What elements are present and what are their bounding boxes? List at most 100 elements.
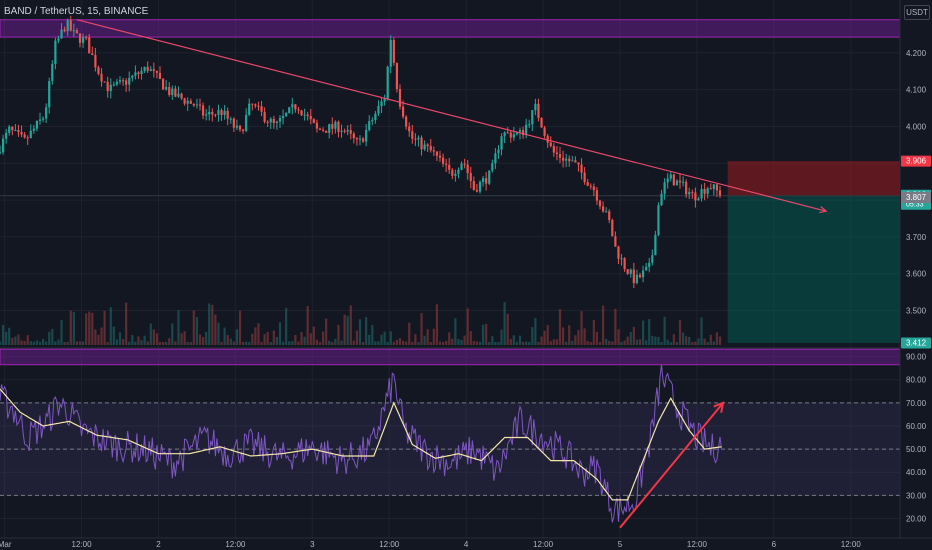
rsi-tick-label: 20.00 xyxy=(906,514,927,523)
candle-body xyxy=(561,157,565,161)
candle-body xyxy=(1,138,5,153)
volume-bar xyxy=(51,328,54,345)
volume-bar xyxy=(420,312,423,345)
volume-bar xyxy=(445,340,448,345)
volume-bar xyxy=(143,335,146,345)
volume-bar xyxy=(158,341,162,345)
time-tick-label: 2 xyxy=(156,540,161,549)
candle-body xyxy=(448,164,451,170)
candle-body xyxy=(515,132,519,135)
candle-body xyxy=(663,182,666,194)
candle-body xyxy=(531,110,534,125)
volume-bar xyxy=(174,341,177,345)
candle-body xyxy=(143,66,146,71)
candle-body xyxy=(451,169,454,176)
candle-body xyxy=(125,80,128,85)
candle-body xyxy=(506,132,509,134)
volume-bar xyxy=(35,340,39,345)
candle-body xyxy=(488,170,491,184)
candle-body xyxy=(45,107,48,119)
price-label-text: 3.807 xyxy=(906,193,927,202)
volume-bar xyxy=(285,307,288,345)
volume-bar xyxy=(69,310,72,345)
volume-bar xyxy=(472,341,475,345)
volume-bar xyxy=(374,341,377,345)
candle-body xyxy=(715,184,719,191)
candle-body xyxy=(703,188,706,194)
candle-body xyxy=(386,66,389,100)
volume-bar xyxy=(718,336,722,345)
volume-bar xyxy=(0,341,2,345)
volume-bar xyxy=(614,308,617,345)
candle-body xyxy=(300,110,303,116)
volume-bar xyxy=(168,338,171,345)
rsi-line xyxy=(0,364,722,523)
volume-bar xyxy=(238,310,242,345)
volume-bar xyxy=(469,331,472,345)
candle-body xyxy=(186,100,189,104)
symbol-title[interactable]: BAND / TetherUS, 15, BINANCE xyxy=(4,6,149,17)
volume-bar xyxy=(478,341,482,345)
candle-body xyxy=(112,84,115,86)
volume-bar xyxy=(429,341,432,345)
candle-body xyxy=(411,131,414,139)
candle-body xyxy=(395,62,399,90)
volume-bar xyxy=(565,341,568,345)
candle-body xyxy=(321,129,325,131)
candle-body xyxy=(645,266,648,271)
volume-bar xyxy=(48,331,51,345)
volume-bar xyxy=(595,331,599,345)
candle-body xyxy=(438,155,442,158)
candle-body xyxy=(620,258,623,260)
volume-bar xyxy=(389,331,392,345)
volume-bar xyxy=(423,335,426,345)
candle-body xyxy=(297,109,300,111)
candle-body xyxy=(269,118,272,123)
candle-body xyxy=(494,153,497,164)
candle-body xyxy=(571,160,574,162)
volume-bar xyxy=(152,329,155,345)
volume-bar xyxy=(534,318,537,345)
candle-body xyxy=(281,116,285,119)
volume-bar xyxy=(500,329,503,345)
candle-body xyxy=(20,132,23,135)
candle-body xyxy=(534,103,537,111)
candle-body xyxy=(208,111,211,115)
candle-body xyxy=(472,181,475,191)
take-profit-zone xyxy=(727,195,900,343)
volume-bar xyxy=(32,341,35,345)
candle-body xyxy=(371,119,374,122)
candle-body xyxy=(638,274,642,278)
volume-bar xyxy=(525,341,528,345)
volume-bar xyxy=(263,334,266,345)
candle-body xyxy=(103,81,106,83)
volume-bar xyxy=(398,338,402,345)
candle-body xyxy=(706,188,709,194)
candle-body xyxy=(617,246,620,259)
volume-bar xyxy=(248,341,251,345)
price-label-text: 3.906 xyxy=(906,157,927,166)
candle-body xyxy=(131,75,134,78)
rsi-tick-label: 80.00 xyxy=(906,376,927,385)
candle-body xyxy=(349,130,352,134)
volume-bar xyxy=(361,341,365,345)
volume-bar xyxy=(694,341,697,345)
candle-body xyxy=(60,29,63,39)
currency-badge[interactable]: USDT xyxy=(904,5,930,20)
trendline[interactable] xyxy=(76,19,828,214)
volume-bar xyxy=(392,341,395,345)
volume-bar xyxy=(358,319,362,345)
trendline-arrowhead xyxy=(819,206,828,214)
volume-bar xyxy=(349,305,352,345)
volume-bar xyxy=(60,320,63,345)
candle-body xyxy=(57,38,60,41)
candle-body xyxy=(66,20,69,32)
risk-reward-tool[interactable] xyxy=(0,161,900,343)
volume-bar xyxy=(583,328,586,345)
candle-body xyxy=(685,181,688,195)
candle-body xyxy=(263,111,266,122)
volume-bar xyxy=(521,341,525,345)
volume-bar xyxy=(20,340,23,345)
candle-body xyxy=(85,37,88,39)
